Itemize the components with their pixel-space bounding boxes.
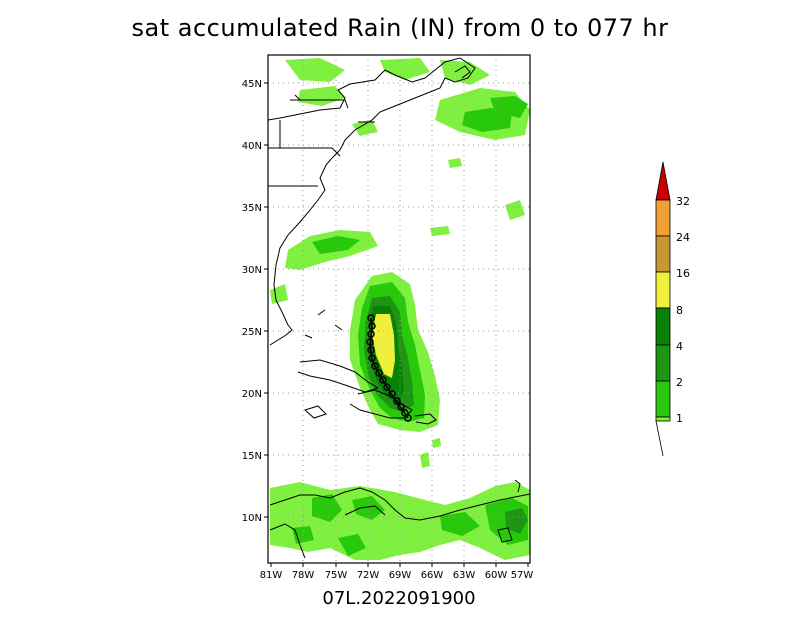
lat-tick-label: 30N: [242, 265, 262, 276]
lat-tick-label: 15N: [242, 451, 262, 462]
lat-tick-label: 10N: [242, 513, 262, 524]
track-point: [367, 330, 375, 338]
lat-tick-label: 45N: [242, 79, 262, 90]
rain-patch: [380, 58, 430, 80]
lon-tick-label: 81W: [260, 570, 283, 581]
rain-patch: [462, 108, 512, 132]
storm-swath-core: [372, 314, 395, 378]
colorbar-label: 8: [676, 304, 683, 317]
track-point: [397, 403, 405, 411]
rain-patch: [490, 96, 528, 118]
lon-tick-label: 60W: [485, 570, 508, 581]
lon-tick-label: 75W: [325, 570, 348, 581]
colorbar-swatch: [655, 235, 671, 273]
rain-patch: [312, 494, 342, 522]
colorbar-label: 2: [676, 376, 683, 389]
axis-ticks: [264, 82, 529, 567]
lon-tick-label: 63W: [453, 570, 476, 581]
colorbar: [655, 161, 671, 457]
track-point: [404, 414, 412, 422]
rain-patch: [440, 60, 490, 85]
track-point: [368, 354, 376, 362]
track-point: [368, 322, 376, 330]
rain-patch: [430, 226, 450, 236]
rain-patch: [432, 438, 441, 448]
lon-labels: 81W 78W 75W 72W 69W 66W 63W 60W 57W: [260, 570, 534, 581]
lat-tick-label: 35N: [242, 203, 262, 214]
track-point: [371, 362, 379, 370]
rain-patch: [338, 534, 366, 556]
lat-labels: 45N 40N 35N 30N 25N 20N 15N 10N: [242, 79, 262, 524]
chart-title: sat accumulated Rain (IN) from 0 to 077 …: [131, 14, 669, 42]
lon-tick-label: 72W: [357, 570, 380, 581]
grid-lines: [268, 55, 530, 563]
rain-patch: [298, 86, 345, 106]
colorbar-label: 32: [676, 195, 690, 208]
colorbar-swatch: [655, 416, 671, 422]
rain-patch: [352, 496, 385, 520]
coastlines: [267, 57, 531, 559]
colorbar-swatch: [655, 199, 671, 237]
rain-patch: [285, 58, 345, 82]
rain-patch: [448, 158, 462, 168]
colorbar-label: 24: [676, 231, 690, 244]
track-point: [388, 390, 396, 398]
colorbar-swatch: [655, 307, 671, 346]
colorbar-arrow-bottom: [655, 420, 664, 457]
colorbar-labels: 32 24 16 8 4 2 1: [676, 195, 690, 425]
colorbar-swatch: [655, 344, 671, 382]
rain-patch: [505, 508, 528, 534]
lat-tick-label: 40N: [242, 141, 262, 152]
rain-patch: [440, 512, 480, 536]
track-point: [367, 314, 375, 322]
rain-patch: [505, 200, 525, 220]
lon-tick-label: 57W: [511, 570, 534, 581]
track-point: [379, 376, 387, 384]
lon-tick-label: 66W: [421, 570, 444, 581]
rain-patch: [420, 452, 430, 468]
storm-track: [366, 314, 412, 422]
colorbar-label: 4: [676, 340, 683, 353]
track-point: [383, 383, 391, 391]
colorbar-swatch: [655, 271, 671, 309]
lat-tick-label: 25N: [242, 327, 262, 338]
colorbar-label: 16: [676, 267, 690, 280]
colorbar-label: 1: [676, 412, 683, 425]
colorbar-swatch: [655, 380, 671, 418]
rain-patch: [352, 120, 378, 136]
track-point: [366, 338, 374, 346]
lon-tick-label: 69W: [389, 570, 412, 581]
track-point: [375, 369, 383, 377]
colorbar-arrow-top: [655, 161, 671, 201]
storm-identifier: 07L.2022091900: [322, 588, 476, 609]
map-border: [267, 54, 531, 564]
lon-tick-label: 78W: [292, 570, 315, 581]
track-point: [393, 397, 401, 405]
track-point: [367, 346, 375, 354]
lat-tick-label: 20N: [242, 389, 262, 400]
